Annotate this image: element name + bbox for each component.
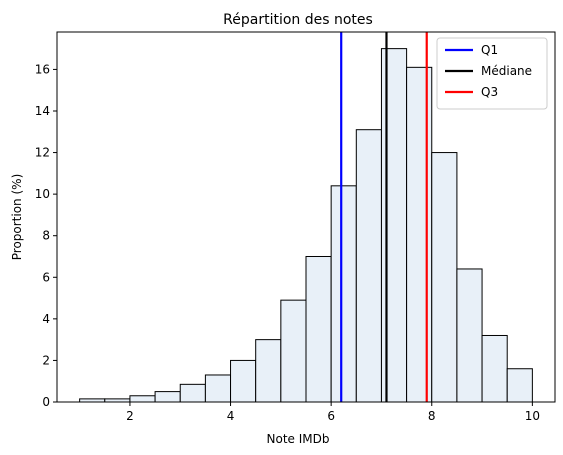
histogram-bar <box>154 391 181 403</box>
chart-title: Répartition des notes <box>223 12 373 28</box>
y-tick-label: 14 <box>35 104 50 118</box>
histogram-bar <box>506 368 533 403</box>
y-tick-label: 4 <box>42 312 50 326</box>
x-tick-label: 6 <box>327 409 335 423</box>
x-axis-label: Note IMDb <box>267 432 330 446</box>
x-axis: 2 4 6 8 10 <box>126 402 540 423</box>
histogram-bar <box>456 268 483 403</box>
legend-label: Q3 <box>481 85 498 99</box>
histogram-bar <box>355 129 382 403</box>
histogram-bar <box>406 66 433 403</box>
y-axis: 0 2 4 6 8 10 12 14 16 <box>35 62 57 409</box>
x-tick-label: 2 <box>126 409 134 423</box>
y-tick-label: 10 <box>35 187 50 201</box>
histogram-bar <box>431 152 458 403</box>
histogram-bar <box>255 339 282 403</box>
y-tick-label: 0 <box>42 395 50 409</box>
y-axis-label: Proportion (%) <box>10 174 24 261</box>
histogram-bar <box>230 359 257 403</box>
histogram-bar <box>305 255 332 403</box>
legend-label: Q1 <box>481 43 498 57</box>
legend-label: Médiane <box>481 64 532 78</box>
histogram-bar <box>330 185 357 403</box>
quartile-lines-layer <box>340 32 428 402</box>
histogram-bar <box>380 48 408 403</box>
histogram-bar <box>204 374 232 403</box>
y-tick-label: 6 <box>42 270 50 284</box>
x-tick-label: 4 <box>227 409 235 423</box>
histogram-bar <box>280 299 307 403</box>
y-tick-label: 12 <box>35 146 50 160</box>
histogram-bar <box>129 395 156 403</box>
histogram-bar <box>179 383 206 403</box>
x-tick-label: 10 <box>525 409 540 423</box>
plot-frame <box>56 31 556 403</box>
y-tick-label: 2 <box>42 353 50 367</box>
y-tick-label: 8 <box>42 229 50 243</box>
x-tick-label: 8 <box>428 409 436 423</box>
y-tick-label: 16 <box>35 62 50 76</box>
histogram-bar <box>481 334 508 403</box>
legend: Q1 Médiane Q3 <box>436 37 548 110</box>
